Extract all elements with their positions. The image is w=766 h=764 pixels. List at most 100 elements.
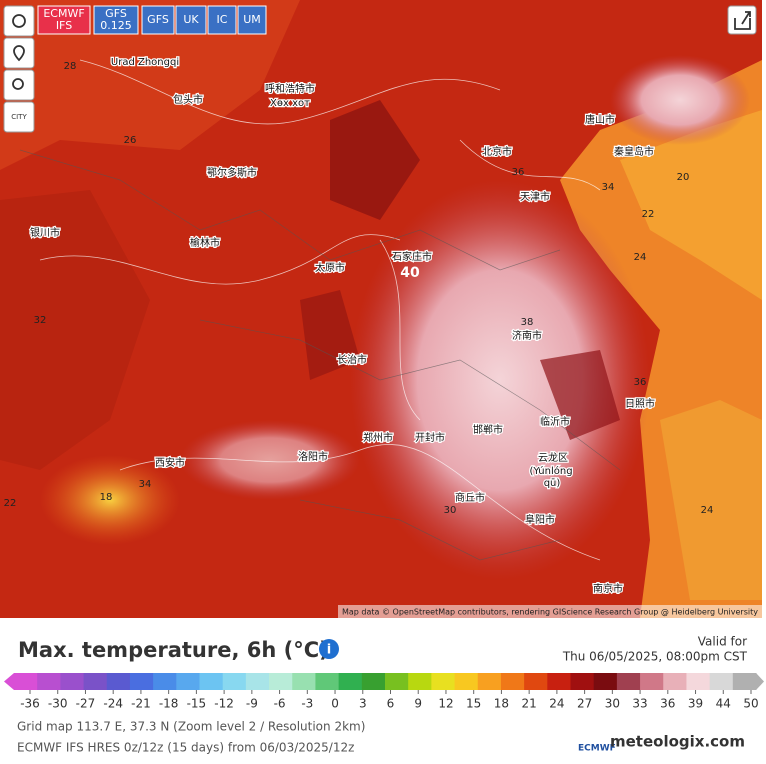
scale-bin — [385, 673, 409, 690]
place-label: 呼和浩特市 — [265, 82, 315, 95]
scale-bin — [640, 673, 664, 690]
scale-tick-label: 12 — [438, 697, 453, 711]
scale-tick-label: 3 — [359, 697, 367, 711]
isotherm-label: 26 — [124, 135, 137, 146]
scale-tick-label: -36 — [20, 697, 40, 711]
place-label: 秦皇岛市 — [614, 145, 654, 158]
isotherm-label: 32 — [34, 315, 47, 326]
model-button[interactable] — [37, 5, 91, 35]
place-label: Urad Zhongqi — [111, 57, 179, 68]
scale-bin — [60, 673, 85, 690]
valid-time: Thu 06/05/2025, 08:00pm CST — [562, 650, 748, 664]
scale-bin — [269, 673, 293, 690]
scale-bin — [408, 673, 432, 690]
city-label: CITY — [11, 113, 27, 121]
share-button[interactable] — [727, 5, 757, 35]
place-label: 包头市 — [173, 93, 203, 106]
model-button-label: IFS — [56, 19, 72, 32]
model-button-label: GFS — [105, 7, 127, 20]
isotherm-label: 36 — [634, 377, 647, 388]
zoom-icon — [12, 78, 24, 90]
footer-line: ECMWF IFS HRES 0z/12z (15 days) from 06/… — [17, 741, 354, 755]
scale-tick-label: 0 — [331, 697, 339, 711]
scale-tick-label: -3 — [301, 697, 313, 711]
location-icon — [13, 45, 25, 62]
isotherm-label: 22 — [4, 498, 17, 509]
scale-tick-label: -30 — [48, 697, 68, 711]
scale-arrow-left — [4, 673, 14, 690]
place-label: 石家庄市 — [392, 250, 432, 263]
place-label: 云龙区 — [538, 451, 568, 464]
isotherm-label: 22 — [642, 209, 655, 220]
tool-button[interactable] — [3, 101, 35, 133]
scale-tick-label: -6 — [274, 697, 286, 711]
place-label: 日照市 — [625, 397, 655, 410]
scale-bin — [547, 673, 571, 690]
place-label: 临沂市 — [540, 415, 570, 428]
place-label: Хөх хот — [270, 98, 310, 109]
model-button-label: UM — [243, 13, 261, 26]
model-button[interactable] — [207, 5, 237, 35]
place-label: 济南市 — [512, 329, 542, 342]
place-label: 太原市 — [315, 261, 345, 274]
model-button-label: GFS — [147, 13, 169, 26]
info-icon[interactable] — [319, 639, 339, 659]
map — [0, 0, 762, 618]
isotherm-label: 20 — [677, 172, 690, 183]
model-button[interactable] — [93, 5, 139, 35]
tool-button[interactable] — [3, 37, 35, 69]
scale-bin — [686, 673, 711, 690]
isotherm-label: 34 — [602, 182, 615, 193]
scale-bin — [106, 673, 131, 690]
scale-bin — [176, 673, 200, 690]
model-button-label: ECMWF — [43, 7, 84, 20]
scale-tick-label: 15 — [466, 697, 481, 711]
reload-icon — [12, 14, 26, 28]
scale-tick-label: 30 — [605, 697, 620, 711]
scale-bin — [222, 673, 247, 690]
place-label: 开封市 — [415, 431, 445, 444]
scale-bin — [245, 673, 270, 690]
place-label: 洛阳市 — [298, 450, 328, 463]
tool-button[interactable] — [3, 5, 35, 37]
logo: ECMWF — [578, 744, 616, 754]
place-label: 西安市 — [155, 456, 185, 469]
scale-bin — [431, 673, 456, 690]
isotherm-label: 18 — [100, 492, 113, 503]
scale-bin — [593, 673, 618, 690]
model-button[interactable] — [141, 5, 175, 35]
scale-bin — [37, 673, 61, 690]
model-button-label: 0.125 — [100, 19, 132, 32]
scale-bin — [153, 673, 177, 690]
isotherm-label: 36 — [512, 167, 525, 178]
scale-tick-label: 6 — [387, 697, 395, 711]
scale-bin — [524, 673, 548, 690]
attribution: Map data © OpenStreetMap contributors, r… — [342, 608, 758, 617]
valid-label: Valid for — [698, 635, 747, 649]
place-label: 郑州市 — [363, 431, 393, 444]
isotherm-label: 38 — [521, 317, 534, 328]
isotherm-label: 28 — [64, 61, 77, 72]
scale-tick-label: 39 — [688, 697, 703, 711]
place-label: 榆林市 — [190, 236, 220, 249]
scale-tick-label: -12 — [214, 697, 234, 711]
scale-bin — [129, 673, 154, 690]
footer-line: Grid map 113.7 E, 37.3 N (Zoom level 2 /… — [17, 720, 365, 734]
scale-tick-label: 33 — [632, 697, 647, 711]
scale-bin — [477, 673, 502, 690]
place-label: 天津市 — [520, 190, 550, 203]
tool-button[interactable] — [3, 69, 35, 101]
attribution-bg — [338, 605, 762, 618]
scale-bin — [570, 673, 595, 690]
model-button[interactable] — [237, 5, 267, 35]
place-label: qū) — [544, 478, 561, 489]
model-button-label: UK — [183, 13, 199, 26]
scale-tick-label: 27 — [577, 697, 592, 711]
scale-bin — [454, 673, 479, 690]
place-label: 鄂尔多斯市 — [207, 166, 257, 179]
scale-bin — [500, 673, 525, 690]
scale-tick-label: 24 — [549, 697, 564, 711]
scale-arrow-right — [756, 673, 764, 690]
model-button[interactable] — [175, 5, 207, 35]
